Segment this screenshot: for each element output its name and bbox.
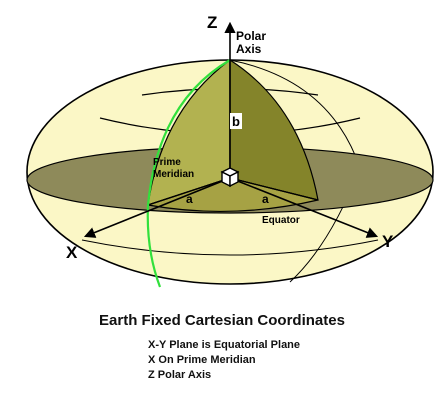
radius-a-y <box>229 177 319 201</box>
ellipsoid-diagram: Z X Y Polar Axis b Prime Meridian a a Eq… <box>26 13 434 288</box>
polar-axis-label-line1: Polar <box>236 29 266 43</box>
caption-note: X-Y Plane is Equatorial Plane <box>148 339 301 351</box>
caption-title: Earth Fixed Cartesian Coordinates <box>99 312 345 329</box>
z-axis-label: Z <box>207 13 217 32</box>
polar-axis-label-line2: Axis <box>236 42 262 56</box>
caption-notes: X-Y Plane is Equatorial Plane X On Prime… <box>148 338 300 383</box>
prime-meridian-label-line1: Prime <box>153 157 181 168</box>
x-axis <box>83 177 231 238</box>
x-axis-label: X <box>66 243 78 262</box>
y-axis <box>229 177 379 238</box>
semi-minor-label-box <box>230 113 242 129</box>
semi-minor-label: b <box>232 114 240 129</box>
semi-major-label-y: a <box>262 192 269 206</box>
caption-note: Z Polar Axis <box>148 369 212 381</box>
prime-meridian-line <box>146 59 231 288</box>
latitude-line-south <box>81 239 379 256</box>
y-axis-label: Y <box>382 232 394 251</box>
origin-cube-icon <box>220 167 240 188</box>
caption-note: X On Prime Meridian <box>148 354 256 366</box>
prime-meridian-label-line2: Meridian <box>153 169 194 180</box>
semi-major-label-x: a <box>186 192 193 206</box>
equator-label: Equator <box>262 215 300 226</box>
radius-a-x <box>147 177 231 206</box>
